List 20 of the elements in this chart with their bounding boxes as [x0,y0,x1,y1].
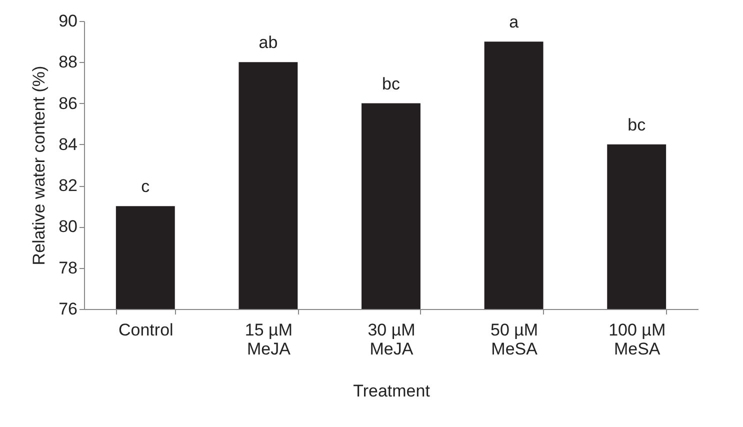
y-tick-label: 88 [58,52,78,72]
y-tick-label: 90 [58,12,78,30]
x-axis-title: Treatment [353,382,430,400]
x-tick-label: 15 µM MeJA [244,320,292,358]
y-tick-label: 80 [58,217,78,236]
y-axis-title: Relative water content (%) [30,66,49,266]
y-tick-label: 76 [58,300,78,318]
y-tick-label: 86 [58,94,78,113]
annotation: ab [258,33,278,52]
annotation: bc [628,115,646,134]
annotation: bc [382,74,400,94]
x-tick-label: Control [118,320,174,340]
y-tick-label: 82 [58,176,78,196]
x-tick-label: 30 µM MeJA [368,320,416,358]
y-tick-label: 78 [58,258,78,278]
x-tick-label: 50 µM MeSA [490,320,538,358]
annotation: c [141,177,150,196]
y-tick-label: 84 [58,134,78,154]
annotation: a [509,12,520,32]
x-tick-label: 100 µM MeSA [608,320,666,358]
